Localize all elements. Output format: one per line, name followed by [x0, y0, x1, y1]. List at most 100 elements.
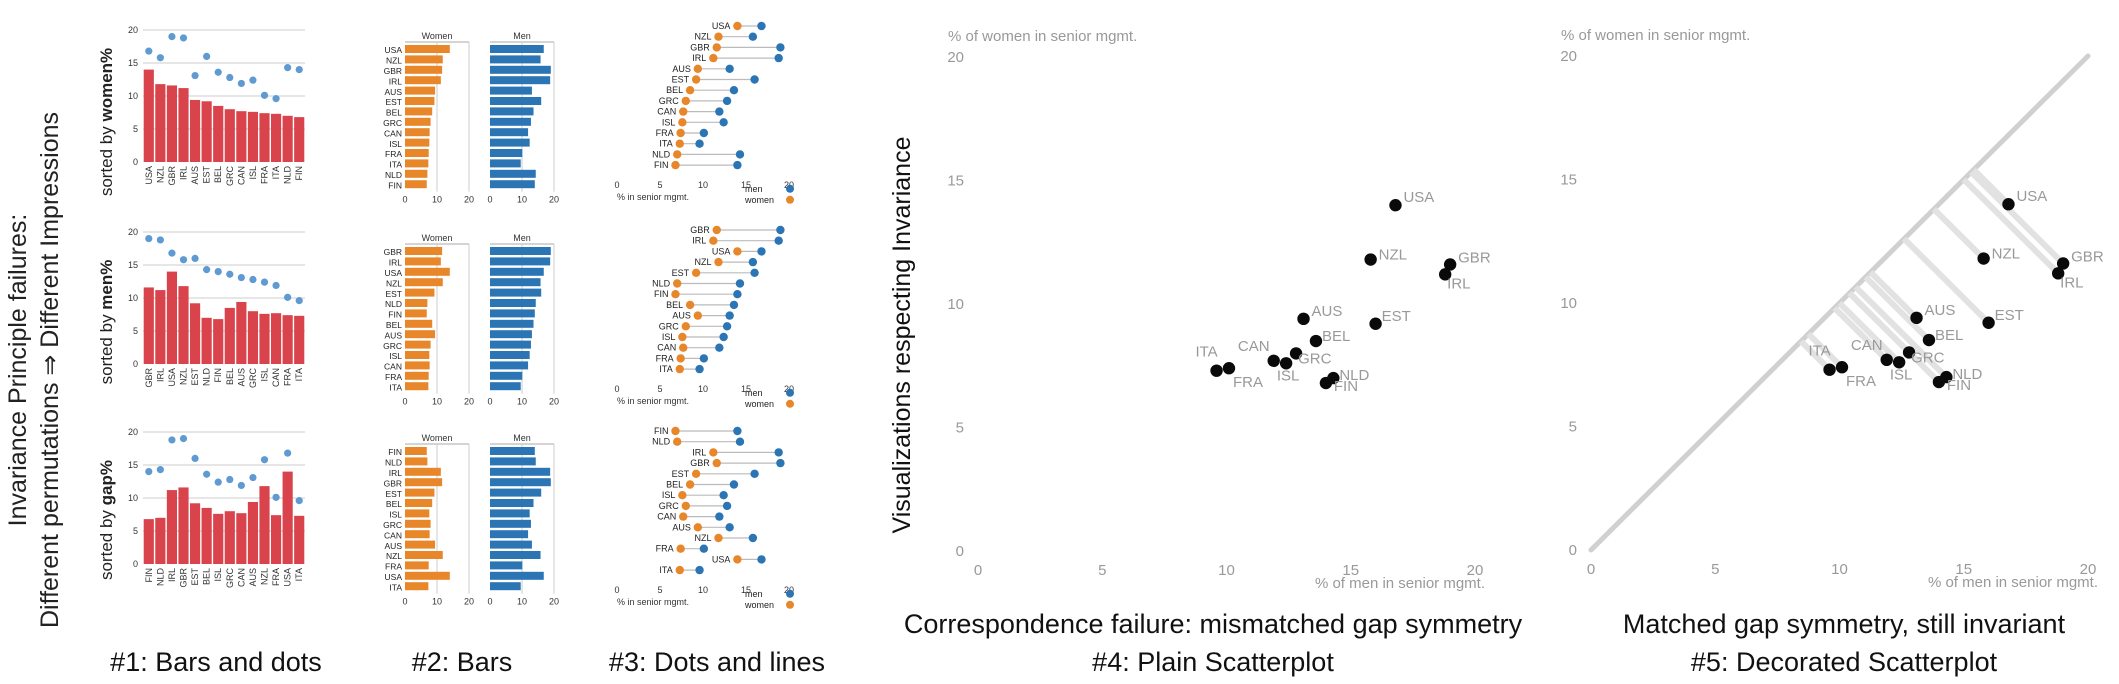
- x-tick-label: 0: [1587, 561, 1595, 578]
- category-label: NZL: [179, 368, 189, 385]
- category-label: CAN: [657, 343, 676, 353]
- x-tick-label: 0: [487, 397, 492, 407]
- x-tick-label: 10: [432, 397, 442, 407]
- bar-women-usa: [405, 45, 450, 53]
- dot-men-nld: [156, 466, 164, 474]
- point-label: CAN: [1851, 337, 1883, 354]
- row-label-men: sorted by men%: [97, 260, 116, 385]
- y-tick-label: 0: [956, 543, 964, 560]
- y-tick-label: 10: [128, 91, 138, 101]
- bar-men-irl: [490, 76, 551, 85]
- point-irl: [2051, 267, 2065, 280]
- category-label: FIN: [388, 180, 402, 190]
- bar-men-fra: [490, 149, 523, 157]
- category-label: NZL: [694, 257, 711, 267]
- bar-men-est: [490, 288, 542, 297]
- bar-women-gbr: [166, 85, 178, 162]
- category-label: ITA: [294, 368, 304, 381]
- x-tick-label: 10: [517, 397, 527, 407]
- bar-men-grc: [490, 117, 531, 126]
- point-label: NZL: [1992, 246, 2020, 263]
- category-label: EST: [385, 489, 402, 499]
- bar-women-grc: [405, 519, 431, 528]
- y-tick-label: 10: [1560, 295, 1577, 312]
- point-label: AUS: [1925, 302, 1956, 319]
- category-label: NLD: [155, 568, 165, 587]
- x-tick-label: 20: [549, 597, 559, 607]
- point-label: FIN: [1334, 378, 1358, 395]
- dot-men-grc: [722, 96, 732, 106]
- bar-women-usa: [282, 471, 293, 564]
- category-label: IRL: [389, 76, 403, 86]
- point-aus: [1297, 312, 1310, 326]
- category-label: AUS: [672, 64, 691, 74]
- category-label: ISL: [389, 510, 402, 520]
- dot-women-ita: [675, 139, 684, 148]
- bar-women-est: [201, 101, 212, 162]
- category-label: GRC: [225, 568, 235, 589]
- category-label: IRL: [155, 368, 165, 382]
- dot-men-irl: [168, 436, 176, 444]
- point-fin: [1932, 375, 1946, 389]
- category-label: NZL: [386, 278, 402, 288]
- bar-men-nld: [490, 169, 536, 178]
- category-label: FIN: [654, 289, 669, 299]
- category-label: NLD: [652, 149, 671, 159]
- category-label: ITA: [659, 139, 672, 149]
- dot-men-can: [272, 281, 280, 290]
- category-label: NLD: [283, 166, 293, 185]
- bar-men-grc: [490, 340, 531, 349]
- bar-women-ita: [294, 315, 305, 364]
- bar-women-fin: [405, 447, 427, 455]
- category-label: USA: [712, 21, 731, 31]
- dot-women-usa: [733, 555, 742, 564]
- dot-men-bel: [203, 470, 211, 478]
- bar-women-usa: [405, 571, 450, 580]
- dot-men-nld: [735, 437, 745, 446]
- gap-segment-est: [1901, 236, 1991, 325]
- x-axis-label: % of men in senior mgmt.: [1928, 574, 2098, 591]
- bar-women-can: [405, 361, 430, 370]
- bar-women-ita: [405, 582, 429, 591]
- x-tick-label: 10: [1831, 561, 1848, 578]
- category-label: GBR: [690, 458, 710, 468]
- dot-men-est: [750, 469, 759, 478]
- point-label: FIN: [1947, 377, 1971, 394]
- category-label: USA: [385, 268, 403, 278]
- x-tick-label: 5: [657, 384, 662, 394]
- y-tick-label: 20: [128, 427, 138, 437]
- legend-dot-men: [786, 388, 794, 397]
- gap-segment-gbr: [1969, 169, 2066, 266]
- bar-women-isl: [405, 509, 430, 518]
- point-usa: [1389, 199, 1402, 212]
- bar-women-isl: [247, 111, 259, 162]
- point-isl: [1279, 357, 1293, 370]
- bar-women-isl: [213, 513, 224, 564]
- bar-women-can: [236, 513, 247, 564]
- category-label: GRC: [383, 520, 402, 530]
- dot-men-grc: [226, 73, 234, 82]
- category-label: GBR: [690, 225, 710, 235]
- legend-dot-men: [786, 589, 794, 598]
- bar-women-ita: [270, 113, 282, 162]
- series-label: Women: [422, 31, 453, 41]
- bar-women-nld: [405, 299, 428, 307]
- category-label: EST: [385, 97, 402, 107]
- bar-men-fra: [490, 561, 523, 570]
- bar-women-fin: [213, 319, 224, 364]
- point-label: GRC: [1911, 349, 1945, 366]
- dot-men-fra: [699, 128, 709, 138]
- x-tick-label: 0: [974, 562, 982, 579]
- bar-women-fra: [405, 561, 429, 570]
- bar-women-grc: [405, 117, 431, 126]
- dot-women-grc: [681, 501, 690, 511]
- bar-women-fin: [405, 309, 427, 318]
- bar-women-bel: [405, 319, 433, 328]
- dot-women-gbr: [712, 458, 721, 468]
- bar-women-ita: [294, 515, 305, 564]
- category-label: GRC: [383, 118, 402, 128]
- category-label: USA: [712, 554, 731, 564]
- dot-men-fra: [272, 493, 280, 501]
- x-tick-label: 20: [784, 180, 794, 190]
- bar-women-grc: [405, 340, 431, 349]
